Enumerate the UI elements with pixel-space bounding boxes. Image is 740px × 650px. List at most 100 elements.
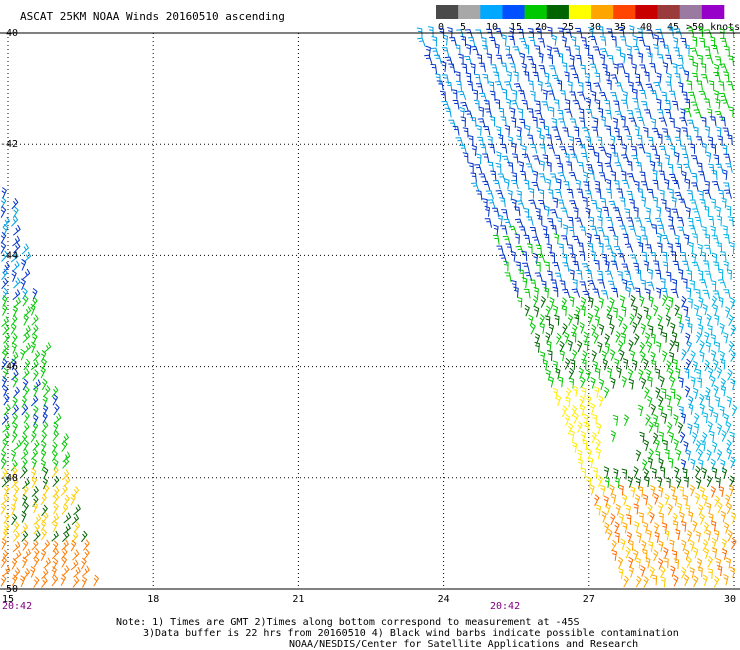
wind-barb xyxy=(0,242,7,254)
wind-barb xyxy=(723,71,730,82)
wind-barb xyxy=(527,108,534,119)
wind-barb xyxy=(569,430,575,442)
wind-barb xyxy=(693,422,700,434)
wind-barb xyxy=(675,367,681,379)
wind-barb xyxy=(504,178,510,190)
wind-barb xyxy=(479,144,487,154)
wind-barb xyxy=(451,89,458,100)
wind-barb xyxy=(679,431,686,444)
wind-barb xyxy=(13,277,21,289)
wind-barb xyxy=(518,226,527,236)
wind-barb xyxy=(613,245,623,256)
wind-barb xyxy=(639,431,645,443)
wind-barb xyxy=(666,421,673,434)
wind-barb xyxy=(12,530,20,543)
wind-barb xyxy=(1,250,9,262)
wind-barb xyxy=(612,207,621,217)
wind-barb xyxy=(716,367,723,379)
wind-barb xyxy=(688,403,694,415)
wind-barb xyxy=(710,143,717,154)
wind-barb xyxy=(687,217,694,228)
wind-barb xyxy=(714,529,720,541)
wind-barb xyxy=(594,99,601,110)
wind-barb xyxy=(692,360,699,373)
wind-barb xyxy=(647,376,653,388)
wind-barb xyxy=(706,108,713,120)
wind-barb xyxy=(72,576,80,588)
wind-barb xyxy=(492,179,501,190)
wind-barb xyxy=(552,304,559,317)
wind-barb xyxy=(51,449,58,462)
wind-barb xyxy=(711,520,717,532)
wind-barb xyxy=(698,296,704,309)
colorbar-tick-label: 40 xyxy=(640,22,652,33)
wind-barb xyxy=(416,27,423,38)
wind-barb xyxy=(534,109,543,120)
wind-barb xyxy=(683,233,690,245)
wind-barb xyxy=(521,144,527,156)
swath-time-label: 20:42 xyxy=(490,601,520,612)
wind-barb xyxy=(514,233,520,245)
wind-barb xyxy=(538,189,545,200)
wind-barb xyxy=(481,45,489,56)
wind-barb xyxy=(542,359,548,371)
wind-barb xyxy=(577,242,584,253)
wind-barb xyxy=(476,54,483,65)
wind-barb xyxy=(561,305,567,317)
wind-barb xyxy=(655,287,662,299)
wind-barb xyxy=(3,332,11,344)
wind-barb xyxy=(707,367,714,379)
wind-barb xyxy=(683,70,690,82)
wind-barb xyxy=(643,260,649,272)
wind-barb xyxy=(533,305,540,318)
wind-barb xyxy=(622,90,628,102)
wind-barb xyxy=(21,510,27,523)
wind-barb xyxy=(41,378,48,391)
wind-barb xyxy=(1,277,9,290)
wind-barb xyxy=(726,439,732,452)
wind-barb xyxy=(730,324,737,337)
wind-barb xyxy=(661,522,668,534)
wind-barb xyxy=(482,153,490,164)
wind-barb xyxy=(730,378,736,390)
wind-barb xyxy=(710,458,717,471)
wind-barb xyxy=(526,216,534,226)
wind-barb xyxy=(596,207,603,219)
wind-barb xyxy=(674,136,682,147)
wind-barb xyxy=(618,315,624,328)
wind-barb xyxy=(51,547,60,560)
wind-barb xyxy=(699,513,706,525)
wind-barb xyxy=(650,351,656,364)
wind-barb xyxy=(611,549,618,561)
wind-barb xyxy=(21,457,28,470)
wind-barb xyxy=(544,82,554,92)
wind-barb xyxy=(562,288,571,299)
wind-barb xyxy=(31,448,39,460)
wind-barb xyxy=(513,71,519,82)
wind-barb xyxy=(689,567,695,579)
wind-barb xyxy=(607,54,614,65)
wind-barb xyxy=(708,163,715,174)
wind-barb xyxy=(571,288,581,298)
wind-barb xyxy=(531,116,538,127)
wind-barb xyxy=(624,208,631,219)
wind-barb xyxy=(727,216,734,227)
wind-barb xyxy=(635,575,642,588)
wind-barb xyxy=(575,27,583,38)
wind-barb xyxy=(550,279,558,290)
wind-barb xyxy=(635,557,641,569)
wind-barb xyxy=(528,199,537,209)
wind-barb xyxy=(516,135,522,146)
wind-barb xyxy=(657,324,664,336)
wind-barb xyxy=(579,226,587,237)
colorbar-tick-label: 25 xyxy=(562,22,574,33)
wind-barb xyxy=(711,169,718,181)
wind-barb xyxy=(613,63,619,75)
wind-barb xyxy=(521,153,531,163)
wind-barb xyxy=(665,304,671,316)
wind-barb xyxy=(501,155,510,166)
wind-barb xyxy=(441,47,450,57)
wind-barb xyxy=(670,565,676,577)
wind-barb xyxy=(483,126,491,136)
wind-barb xyxy=(687,423,693,435)
